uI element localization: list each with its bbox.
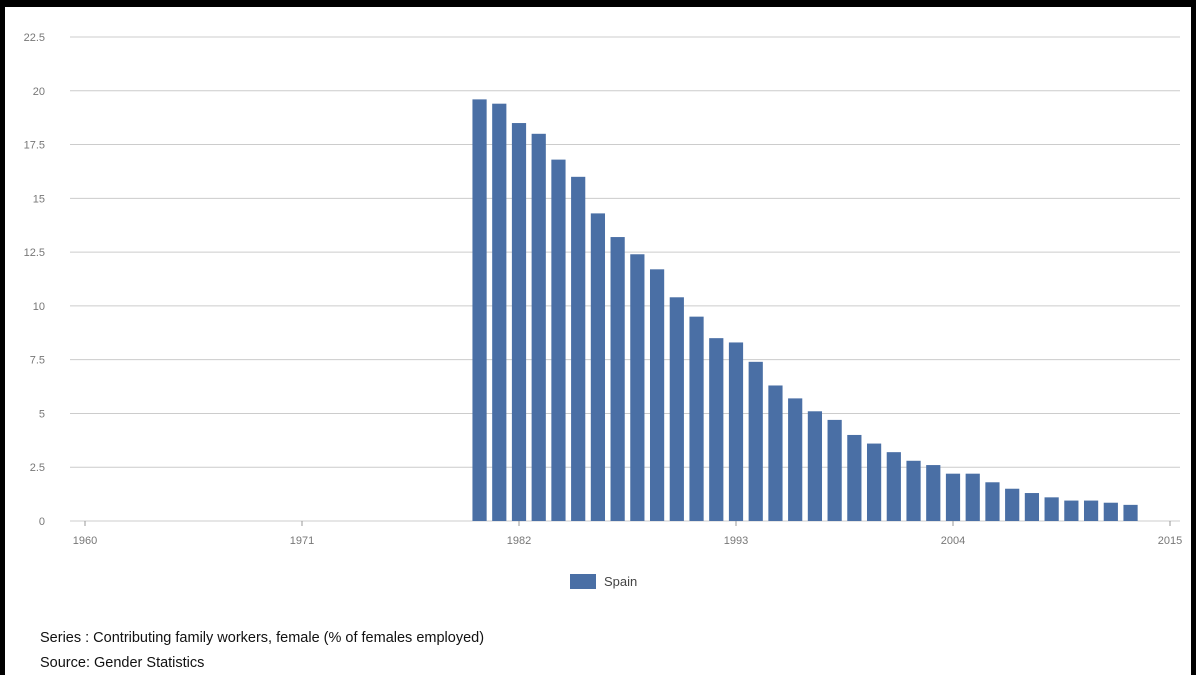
bar [945, 473, 961, 521]
legend-label-spain: Spain [604, 574, 638, 589]
bar [610, 237, 625, 521]
bar [886, 452, 901, 521]
y-tick-label: 22.5 [24, 32, 45, 44]
bar [571, 176, 586, 522]
bar [827, 419, 842, 521]
bar [926, 465, 941, 521]
bar [590, 213, 606, 521]
source-caption: Source: Gender Statistics [40, 655, 205, 671]
y-tick-label: 5 [39, 408, 45, 420]
bar [847, 434, 862, 521]
bar [1044, 497, 1059, 521]
x-tick-label: 1960 [73, 535, 97, 547]
legend-swatch-spain [570, 574, 596, 589]
bar [551, 159, 566, 521]
y-tick-label: 10 [33, 301, 45, 313]
x-tick-label: 1982 [507, 535, 531, 547]
bar [866, 443, 882, 521]
y-tick-label: 2.5 [30, 462, 45, 474]
y-tick-label: 0 [39, 516, 45, 528]
bar [649, 269, 665, 521]
bar [492, 103, 507, 521]
x-tick-label: 2015 [1158, 535, 1182, 547]
y-tick-label: 12.5 [24, 247, 45, 259]
footer: Series : Contributing family workers, fe… [40, 626, 484, 676]
legend[interactable]: Spain [570, 574, 637, 589]
bar [788, 398, 803, 521]
bar [965, 473, 980, 521]
x-tick-label: 1971 [290, 535, 314, 547]
bar [709, 338, 724, 521]
bar [906, 460, 921, 521]
bar [768, 385, 783, 521]
bar [1103, 502, 1118, 521]
bar [728, 342, 744, 521]
y-tick-label: 15 [33, 193, 45, 205]
y-tick-label: 17.5 [24, 140, 45, 152]
bar [1083, 500, 1099, 521]
bar [630, 254, 645, 522]
bar [748, 361, 763, 521]
bar [669, 297, 684, 521]
bar [472, 99, 487, 521]
bar [689, 316, 704, 521]
y-tick-label: 20 [33, 86, 45, 98]
x-tick-label: 2004 [941, 535, 965, 547]
series-caption: Series : Contributing family workers, fe… [40, 630, 485, 646]
bar [531, 133, 546, 522]
bar [985, 482, 1000, 521]
bar [1123, 504, 1138, 521]
bar [1064, 500, 1079, 521]
bar [511, 123, 527, 522]
bar [1024, 493, 1040, 521]
x-tick-label: 1993 [724, 535, 748, 547]
bar [807, 411, 823, 521]
y-tick-label: 7.5 [30, 355, 45, 367]
bar [1005, 488, 1020, 521]
